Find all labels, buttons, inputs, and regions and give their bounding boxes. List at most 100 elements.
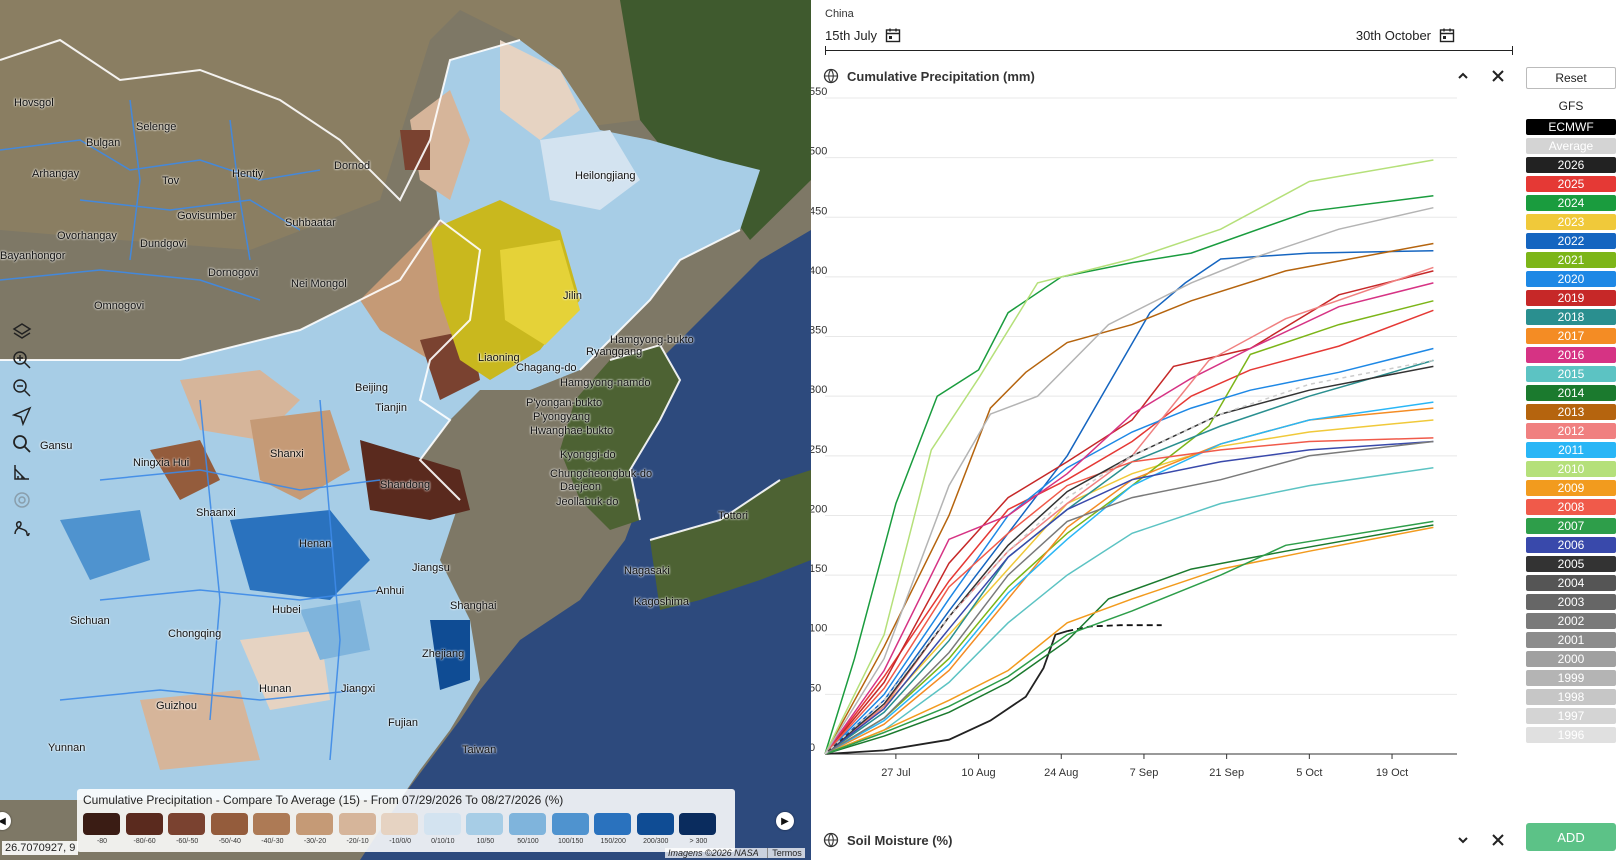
series-line-2014[interactable]	[824, 524, 1434, 755]
locate-button[interactable]	[8, 404, 36, 428]
year-toggle[interactable]: 2020	[1526, 271, 1616, 287]
series-line-2018[interactable]	[824, 359, 1434, 755]
target-icon	[14, 492, 30, 508]
series-line-2006[interactable]	[824, 440, 1434, 755]
soil-section-header: Soil Moisture (%)	[823, 830, 1509, 850]
calendar-icon[interactable]	[885, 27, 901, 43]
year-toggle[interactable]: 2005	[1526, 556, 1616, 572]
source-gfs[interactable]: GFS	[1558, 99, 1584, 113]
target-button[interactable]	[8, 488, 36, 512]
date-start-picker[interactable]: 15th July	[825, 27, 901, 43]
source-ecmwf[interactable]: ECMWF	[1526, 119, 1616, 135]
calendar-icon[interactable]	[1439, 27, 1455, 43]
precipitation-chart[interactable]: 0 50 100 150 200 250 300 350 400 450 500 550 27 Jul…	[811, 0, 1511, 800]
series-line-2012[interactable]	[824, 266, 1434, 755]
legend-swatch	[509, 813, 546, 835]
year-toggle[interactable]: 1996	[1526, 727, 1616, 743]
region-label: Dundgovi	[140, 238, 187, 250]
year-toggle[interactable]: 1997	[1526, 708, 1616, 724]
year-toggle[interactable]: 2011	[1526, 442, 1616, 458]
series-line-2024[interactable]	[824, 195, 1434, 755]
pan-left-button[interactable]: ◀	[0, 812, 11, 830]
series-line-2019[interactable]	[824, 270, 1434, 755]
year-toggle[interactable]: 2023	[1526, 214, 1616, 230]
region-label: Shanghai	[450, 600, 497, 612]
legend-swatch	[168, 813, 206, 835]
series-line-2005[interactable]	[824, 365, 1434, 755]
series-line-2023[interactable]	[824, 419, 1434, 755]
pan-right-button[interactable]: ▶	[776, 812, 794, 830]
year-toggle[interactable]: 2015	[1526, 366, 1616, 382]
region-label: Jeollabuk-do	[556, 496, 619, 508]
year-toggle[interactable]: 2025	[1526, 176, 1616, 192]
year-toggle[interactable]: 2001	[1526, 632, 1616, 648]
series-line-2011[interactable]	[824, 401, 1434, 755]
search-button[interactable]	[8, 432, 36, 456]
measure-button[interactable]	[8, 460, 36, 484]
close-button[interactable]	[1488, 66, 1508, 86]
year-toggle[interactable]: 2004	[1526, 575, 1616, 591]
collapse-button[interactable]	[1453, 66, 1473, 86]
series-line-2009[interactable]	[824, 526, 1434, 755]
year-toggle[interactable]: 2022	[1526, 233, 1616, 249]
add-button[interactable]: ADD	[1526, 823, 1616, 851]
year-toggle[interactable]: 2017	[1526, 328, 1616, 344]
legend-swatch	[636, 813, 674, 835]
series-line-2016[interactable]	[824, 282, 1434, 755]
year-toggle[interactable]: 2009	[1526, 480, 1616, 496]
series-line-2020[interactable]	[824, 347, 1434, 755]
chart-series	[824, 159, 1434, 755]
date-range-slider[interactable]	[825, 46, 1513, 55]
year-toggle[interactable]: 2002	[1526, 613, 1616, 629]
series-line-2002[interactable]	[824, 440, 1434, 755]
map-view[interactable]: Hovsgol Selenge Bulgan Arhangay Tov Hent…	[0, 0, 811, 860]
date-end-picker[interactable]: 30th October	[1356, 27, 1455, 43]
reset-button[interactable]: Reset	[1526, 67, 1616, 89]
series-line-2013[interactable]	[824, 242, 1434, 755]
series-line-2025[interactable]	[824, 309, 1434, 755]
year-toggle[interactable]: 2014	[1526, 385, 1616, 401]
zoom-in-button[interactable]	[8, 348, 36, 372]
legend-swatch-label: 0/10/10	[431, 838, 455, 845]
year-toggle[interactable]: 2007	[1526, 518, 1616, 534]
japan-land	[650, 470, 811, 610]
year-toggle[interactable]: 2006	[1526, 537, 1616, 553]
year-toggle[interactable]: 2026	[1526, 157, 1616, 173]
year-toggle[interactable]: 2019	[1526, 290, 1616, 306]
region-label: Dornogovi	[208, 267, 259, 279]
year-toggle[interactable]: 2013	[1526, 404, 1616, 420]
legend-swatch-label: -40/-30	[261, 838, 284, 845]
close-button[interactable]	[1488, 830, 1508, 850]
series-line-2015[interactable]	[824, 466, 1434, 755]
map-canvas[interactable]	[0, 0, 811, 860]
year-toggle[interactable]: 2016	[1526, 347, 1616, 363]
zoom-out-button[interactable]	[8, 376, 36, 400]
year-toggle[interactable]: 2000	[1526, 651, 1616, 667]
terms-link[interactable]: Termos	[767, 848, 802, 858]
year-toggle[interactable]: 2003	[1526, 594, 1616, 610]
series-line-2008[interactable]	[824, 437, 1434, 755]
region-label: Hentiy	[232, 168, 264, 180]
series-line-average[interactable]	[824, 359, 1434, 755]
year-toggle[interactable]: 2024	[1526, 195, 1616, 211]
draw-button[interactable]	[8, 516, 36, 540]
layers-button[interactable]	[8, 320, 36, 344]
year-toggle[interactable]: 2021	[1526, 252, 1616, 268]
year-toggle[interactable]: 2008	[1526, 499, 1616, 515]
close-icon	[1492, 834, 1504, 846]
region-label: Liaoning	[478, 352, 520, 364]
series-line-1999[interactable]	[824, 206, 1434, 755]
expand-button[interactable]	[1453, 830, 1473, 850]
series-line-2026[interactable]	[824, 630, 1068, 755]
series-line-2010[interactable]	[824, 159, 1434, 755]
region-label: Govisumber	[177, 210, 237, 222]
year-toggle[interactable]: 2012	[1526, 423, 1616, 439]
year-toggle[interactable]: 1998	[1526, 689, 1616, 705]
year-toggle[interactable]: 1999	[1526, 670, 1616, 686]
source-average[interactable]: Average	[1526, 138, 1616, 154]
series-line-2007[interactable]	[824, 520, 1434, 755]
legend-swatch	[296, 813, 333, 835]
series-line-2022[interactable]	[824, 249, 1434, 755]
year-toggle[interactable]: 2010	[1526, 461, 1616, 477]
year-toggle[interactable]: 2018	[1526, 309, 1616, 325]
